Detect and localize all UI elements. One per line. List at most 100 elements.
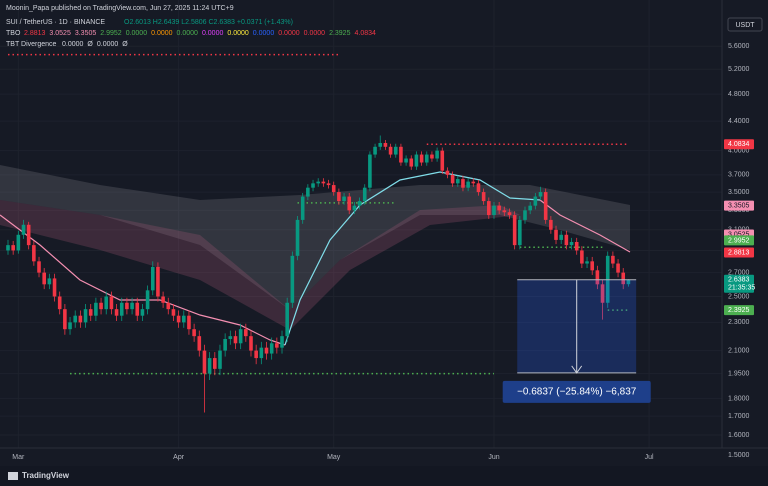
candle-body [228,336,233,339]
price-tag [724,247,754,258]
x-tick-label: Jun [488,454,499,461]
y-tick-label: 3.3000 [728,207,750,214]
tbt-value: 0.0000 [62,41,84,48]
candle-body [109,296,114,310]
candle-body [621,272,626,285]
tbt-value: 0.0000 [97,41,119,48]
y-tick-label: 3.5000 [728,189,750,196]
candle-body [331,185,336,193]
candle-body [300,196,305,220]
measure-label-box [502,380,651,403]
candle-body [497,205,501,211]
candle-body [316,181,320,184]
candle-body [393,146,398,155]
tbo-name: TBO [6,30,21,37]
candle-body [119,302,124,316]
candle-body [399,146,403,163]
candle-body [388,146,393,155]
candle-body [373,146,377,155]
candle-body [295,219,300,256]
candle-body [424,154,429,163]
countdown: 21:35:35 [728,285,755,292]
candle-body [285,302,289,337]
tbo-value: 0.0000 [177,30,199,37]
x-tick-label: Apr [173,454,185,461]
currency: USDT [735,22,755,29]
candle-body [559,234,563,240]
x-tick-label: Jul [645,454,654,461]
candle-body [554,229,558,240]
candle-body [564,234,569,246]
candle-body [352,205,357,211]
y-tick-label: 4.0000 [728,147,750,154]
logo [8,472,18,480]
candle-body [487,201,491,216]
y-tick-label: 1.7000 [728,413,750,420]
candle-body [68,322,72,330]
candle-body [94,302,98,316]
y-tick-label: 1.8000 [728,395,750,402]
candle-body [161,296,165,303]
tbo-value: 2.9952 [100,30,122,37]
tbt-value: Ø [122,41,128,48]
candle-body [78,315,83,323]
candle-body [357,201,362,206]
y-tick-label: 2.3000 [728,319,750,326]
candle-body [259,347,264,359]
price-tag-label: 4.0834 [728,141,750,148]
candle-body [585,261,589,264]
candle-body [440,150,445,171]
candle-body [264,347,269,354]
candle-body [280,336,284,348]
candle-body [311,183,315,188]
candle-body [430,154,434,159]
currency-box [727,17,763,32]
y-tick-label: 3.7000 [728,172,750,179]
candle-body [99,302,103,310]
candle-body [518,219,522,246]
x-tick-label: Mar [12,454,25,461]
tbo-value: 0.0000 [227,30,249,37]
candle-body [202,350,207,374]
ma-line [0,214,286,346]
measure-label: −0.6837 (−25.84%) −6,837 [517,386,637,397]
candle-body [47,278,52,285]
candle-body [145,290,150,310]
candle-body [450,174,455,184]
candle-body [181,315,186,323]
time-axis [0,448,768,466]
candle-body [11,245,15,251]
candle-body [135,302,140,316]
tbo-value: 3.3505 [75,30,97,37]
candle-body [595,270,600,285]
header: 2.8813 3.0525 3.3505 2.9952 0.0000 0.0000 0.00… [24,30,376,48]
candle-body [156,266,160,297]
candle-body [502,210,507,213]
candle-body [543,192,548,220]
brand: TradingView [22,471,70,480]
candle-body [549,219,553,230]
candle-body [269,343,274,354]
candle-body [347,196,352,211]
ma-line [539,199,631,253]
candle-body [21,224,26,235]
candle-body [471,181,476,184]
candle-body [140,309,145,316]
price-tag [724,305,754,316]
candle-body [476,183,481,193]
cloud [0,165,630,310]
y-tick-label: 4.8000 [728,91,750,98]
candle-body [176,315,181,323]
candle-body [616,263,620,273]
candle-body [368,154,372,188]
candle-body [192,329,196,337]
tbo-value: 0.0000 [253,30,275,37]
candle-body [383,142,388,147]
candle-body [533,196,538,206]
candle-body [213,358,217,369]
candle-body [523,210,527,220]
y-tick-label: 5.6000 [728,43,750,50]
tbo-value: 2.3925 [329,30,351,37]
